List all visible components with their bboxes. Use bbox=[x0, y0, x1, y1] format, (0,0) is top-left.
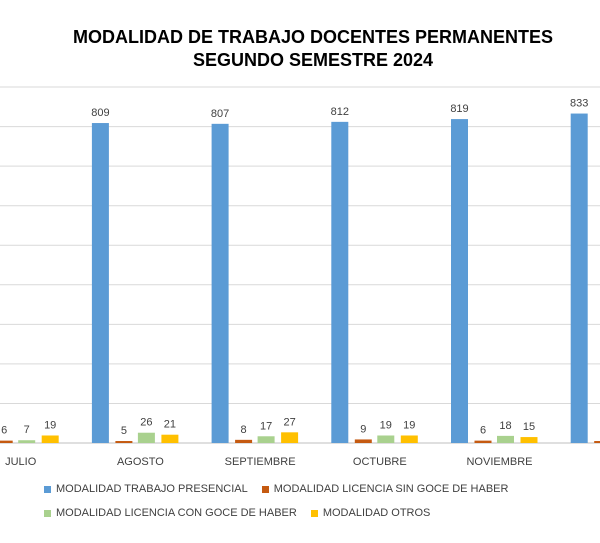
bar bbox=[594, 441, 600, 443]
legend-swatch bbox=[310, 509, 318, 517]
data-label: 17 bbox=[260, 420, 272, 432]
legend-item-presencial: MODALIDAD TRABAJO PRESENCIAL bbox=[44, 482, 248, 496]
legend-swatch bbox=[261, 485, 269, 493]
bar bbox=[235, 439, 253, 443]
data-label: 27 bbox=[283, 416, 295, 428]
data-label: 15 bbox=[523, 421, 535, 433]
legend-swatch bbox=[44, 485, 51, 493]
x-tick-label: AGOSTO bbox=[117, 456, 164, 468]
data-label: 7 bbox=[24, 424, 30, 436]
data-label: 5 bbox=[121, 425, 127, 437]
data-label: 6 bbox=[480, 425, 486, 437]
x-tick-label: NOVIEMBRE bbox=[466, 456, 532, 468]
data-label: 19 bbox=[44, 419, 56, 431]
bar bbox=[570, 113, 588, 444]
data-label: 26 bbox=[140, 417, 152, 429]
data-label: 21 bbox=[164, 419, 176, 431]
bar bbox=[91, 123, 109, 443]
bar bbox=[115, 441, 133, 443]
bar bbox=[257, 436, 275, 443]
legend-label: MODALIDAD TRABAJO PRESENCIAL bbox=[56, 483, 248, 495]
legend-label: MODALIDAD OTROS bbox=[322, 507, 431, 519]
bar bbox=[137, 432, 155, 443]
bar bbox=[474, 440, 492, 443]
legend-item-con-goce: MODALIDAD LICENCIA CON GOCE DE HABER bbox=[44, 506, 297, 520]
x-tick-label: JULIO bbox=[5, 456, 37, 468]
bar bbox=[354, 439, 372, 443]
legend-label: MODALIDAD LICENCIA SIN GOCE DE HABER bbox=[273, 483, 509, 495]
bar bbox=[520, 437, 538, 443]
data-label: 8 bbox=[241, 424, 247, 436]
chart-title-line: MODALIDAD DE TRABAJO DOCENTES PERMANENTE… bbox=[72, 27, 554, 47]
data-label: 809 bbox=[91, 107, 109, 119]
legend-swatch bbox=[44, 509, 51, 517]
data-label: 9 bbox=[360, 423, 366, 435]
bar bbox=[400, 435, 418, 443]
bar bbox=[41, 435, 59, 443]
data-label: 19 bbox=[380, 419, 392, 431]
bar bbox=[377, 435, 395, 443]
data-label: 812 bbox=[331, 106, 349, 118]
data-label: 18 bbox=[499, 420, 511, 432]
bar bbox=[331, 121, 349, 443]
data-label: 19 bbox=[403, 419, 415, 431]
legend-item-sin-goce: MODALIDAD LICENCIA SIN GOCE DE HABER bbox=[261, 482, 509, 496]
bar bbox=[451, 119, 468, 443]
data-label: 833 bbox=[570, 98, 588, 110]
bar bbox=[497, 435, 514, 443]
data-label: 6 bbox=[1, 425, 7, 437]
x-tick-label: OCTUBRE bbox=[353, 456, 407, 468]
legend-label: MODALIDAD LICENCIA CON GOCE DE HABER bbox=[56, 507, 297, 519]
bar bbox=[0, 440, 13, 443]
x-tick-label: SEPTIEMBRE bbox=[225, 456, 296, 468]
data-label: 807 bbox=[211, 108, 229, 120]
legend-item-otros: MODALIDAD OTROS bbox=[310, 506, 431, 520]
chart-title: MODALIDAD DE TRABAJO DOCENTES PERMANENTE… bbox=[0, 26, 600, 72]
data-label: 819 bbox=[450, 103, 468, 115]
bar bbox=[161, 434, 179, 443]
bar bbox=[18, 440, 36, 443]
chart-subtitle-line: SEGUNDO SEMESTRE 2024 bbox=[192, 50, 434, 70]
bar bbox=[281, 432, 299, 443]
bar bbox=[211, 123, 229, 444]
chart-legend: MODALIDAD TRABAJO PRESENCIAL MODALIDAD L… bbox=[44, 482, 584, 530]
